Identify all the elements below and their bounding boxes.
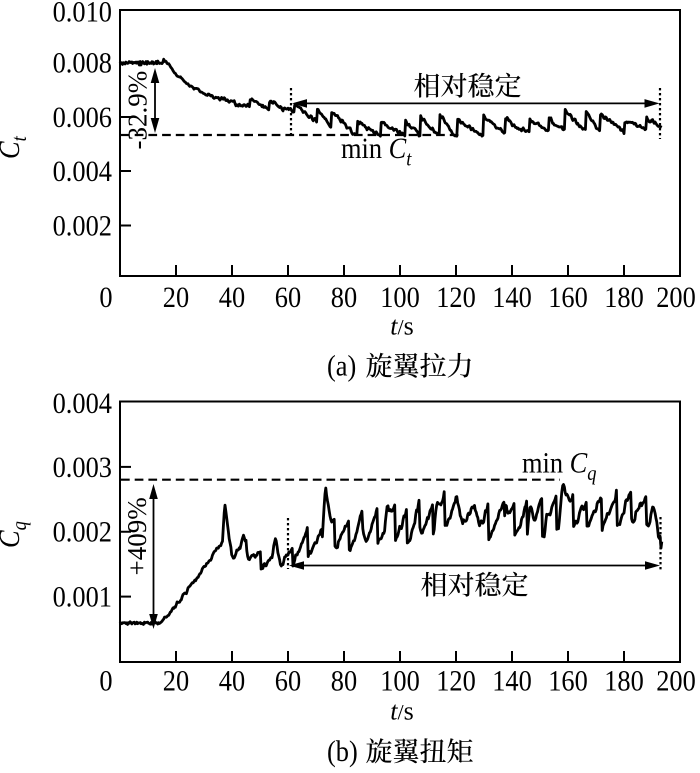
svg-text:180: 180 — [604, 282, 644, 315]
svg-text:60: 60 — [275, 665, 301, 698]
svg-text:20: 20 — [163, 665, 189, 698]
svg-text:0: 0 — [99, 282, 112, 315]
svg-text:(b): (b) — [327, 736, 358, 768]
svg-text:200: 200 — [656, 282, 696, 315]
svg-text:0.004: 0.004 — [53, 155, 112, 188]
svg-text:40: 40 — [219, 665, 245, 698]
svg-text:t/s: t/s — [390, 697, 413, 726]
svg-text:120: 120 — [436, 665, 476, 698]
svg-text:t/s: t/s — [390, 312, 413, 341]
svg-text:160: 160 — [548, 282, 588, 315]
svg-text:(a): (a) — [327, 350, 356, 383]
svg-text:40: 40 — [219, 282, 245, 315]
svg-text:140: 140 — [492, 665, 532, 698]
svg-text:-32.9%: -32.9% — [123, 71, 153, 150]
svg-text:min Cq: min Cq — [522, 447, 597, 485]
svg-text:100: 100 — [380, 282, 420, 315]
svg-text:0.001: 0.001 — [53, 581, 112, 614]
svg-text:0.008: 0.008 — [53, 47, 112, 80]
svg-text:0.006: 0.006 — [53, 101, 112, 134]
svg-text:0.004: 0.004 — [53, 387, 112, 420]
svg-text:180: 180 — [604, 665, 644, 698]
svg-text:0.002: 0.002 — [53, 210, 112, 243]
svg-text:0: 0 — [99, 665, 112, 698]
svg-text:160: 160 — [548, 665, 588, 698]
svg-text:200: 200 — [656, 665, 696, 698]
svg-text:0.002: 0.002 — [53, 516, 112, 549]
svg-text:0.003: 0.003 — [53, 451, 112, 484]
svg-text:Ct: Ct — [0, 136, 31, 159]
svg-text:+409%: +409% — [122, 497, 152, 575]
svg-text:80: 80 — [331, 282, 357, 315]
svg-text:140: 140 — [492, 282, 532, 315]
svg-text:0.010: 0.010 — [53, 0, 112, 29]
svg-text:min Ct: min Ct — [341, 133, 412, 171]
svg-text:80: 80 — [331, 665, 357, 698]
svg-text:60: 60 — [275, 282, 301, 315]
svg-text:20: 20 — [163, 282, 189, 315]
svg-text:120: 120 — [436, 282, 476, 315]
svg-text:100: 100 — [380, 665, 420, 698]
